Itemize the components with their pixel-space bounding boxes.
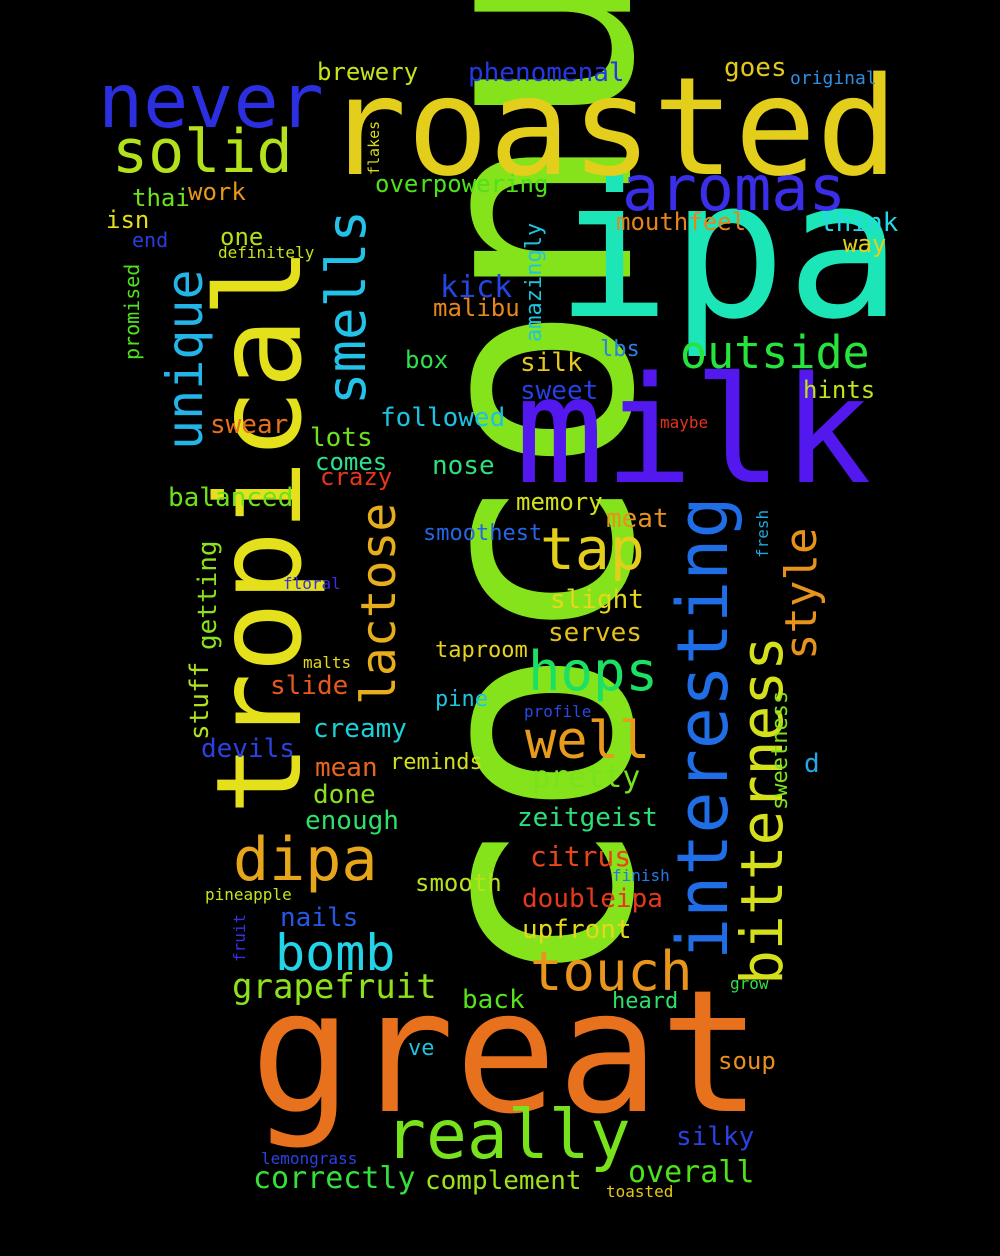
word-floral: floral [283, 574, 341, 593]
word-getting: getting [193, 540, 223, 650]
word-milk: milk [515, 345, 872, 517]
word-never: never [98, 57, 324, 145]
word-dipa: dipa [233, 825, 378, 895]
word-fresh: fresh [753, 509, 772, 558]
word-touch: touch [530, 940, 693, 1003]
word-lbs: lbs [600, 337, 640, 362]
word-silky: silky [676, 1122, 755, 1152]
word-phenomenal: phenomenal [468, 58, 625, 88]
word-slight: slight [550, 585, 644, 615]
word-lactose: lactose [351, 502, 407, 705]
word-taproom: taproom [435, 638, 528, 663]
word-ipa: ipa [555, 139, 902, 362]
word-soup: soup [718, 1047, 776, 1075]
word-back: back [462, 985, 525, 1015]
word-creamy: creamy [313, 714, 407, 744]
word-isn: isn [106, 206, 150, 234]
word-swear: swear [210, 410, 289, 440]
word-grapefruit: grapefruit [232, 967, 437, 1007]
word-unique: unique [156, 269, 214, 450]
word-original: original [790, 68, 877, 89]
word-heard: heard [612, 989, 679, 1014]
word-fruit: fruit [230, 913, 249, 962]
word-work: work [188, 178, 246, 206]
word-comes: comes [315, 448, 388, 476]
word-balanced: balanced [168, 483, 294, 513]
word-profile: profile [524, 702, 592, 721]
word-mean: mean [315, 753, 378, 783]
word-stuff: stuff [185, 661, 215, 740]
word-pretty: pretty [532, 760, 641, 795]
word-definitely: definitely [218, 243, 315, 262]
word-memory: memory [516, 488, 603, 516]
word-lots: lots [310, 423, 373, 453]
word-lemongrass: lemongrass [261, 1149, 358, 1168]
word-ve: ve [408, 1036, 435, 1061]
word-hints: hints [803, 376, 876, 404]
word-pine: pine [435, 687, 488, 712]
word-meat: meat [606, 504, 669, 534]
word-bomb: bomb [275, 924, 396, 982]
word-malibu: malibu [433, 294, 520, 322]
word-smells: smells [315, 209, 378, 405]
word-finish: finish [612, 866, 670, 885]
word-style: style [776, 527, 827, 660]
word-zeitgeist: zeitgeist [517, 803, 658, 833]
word-really: really [385, 1096, 631, 1175]
word-followed: followed [380, 403, 506, 433]
word-flakes: flakes [365, 120, 383, 175]
word-doubleipa: doubleipa [522, 884, 663, 914]
word-slide: slide [270, 671, 349, 701]
word-reminds: reminds [390, 750, 483, 775]
word-done: done [313, 780, 376, 810]
word-crazy: crazy [320, 463, 393, 491]
word-pineapple: pineapple [205, 885, 292, 904]
word-aromas: aromas [622, 152, 846, 225]
word-sweet: sweet [520, 376, 599, 406]
word-correctly: correctly [253, 1161, 416, 1196]
word-mouthfeel: mouthfeel [616, 208, 747, 236]
word-overpowering: overpowering [375, 170, 549, 198]
word-think: think [820, 208, 899, 238]
word-smoothest: smoothest [423, 521, 543, 546]
word-overall: overall [628, 1155, 755, 1190]
word-kick: kick [440, 270, 513, 305]
word-brewery: brewery [317, 58, 419, 86]
word-d: d [804, 749, 820, 779]
word-upfront: upfront [522, 915, 632, 945]
word-tropical: tropical [190, 246, 328, 815]
word-well: well [525, 711, 651, 771]
word-great: great [250, 954, 762, 1152]
word-way: way [843, 230, 887, 258]
word-smooth: smooth [415, 869, 502, 897]
word-complement: complement [425, 1166, 582, 1196]
word-maybe: maybe [660, 413, 709, 432]
word-hops: hops [528, 640, 659, 703]
word-toasted: toasted [606, 1182, 674, 1201]
word-nails: nails [280, 903, 359, 933]
word-promised: promised [120, 263, 144, 360]
word-silk: silk [520, 348, 583, 378]
word-citrus: citrus [530, 840, 632, 873]
word-malts: malts [303, 653, 352, 672]
word-bitterness: bitterness [728, 635, 796, 985]
word-end: end [132, 228, 169, 252]
word-grow: grow [730, 974, 769, 993]
word-outside: outside [680, 326, 870, 379]
word-amazingly: amazingly [522, 222, 547, 342]
word-solid: solid [112, 117, 293, 187]
word-serves: serves [548, 618, 642, 648]
word-enough: enough [305, 806, 399, 836]
word-nose: nose [432, 451, 495, 481]
word-goes: goes [724, 53, 787, 83]
word-roasted: roasted [325, 49, 899, 207]
word-sweetness: sweetness [768, 690, 793, 810]
word-devils: devils [201, 734, 295, 764]
word-thai: thai [132, 184, 190, 212]
word-one: one [220, 223, 264, 251]
word-box: box [405, 346, 449, 374]
word-tap: tap [540, 515, 645, 583]
